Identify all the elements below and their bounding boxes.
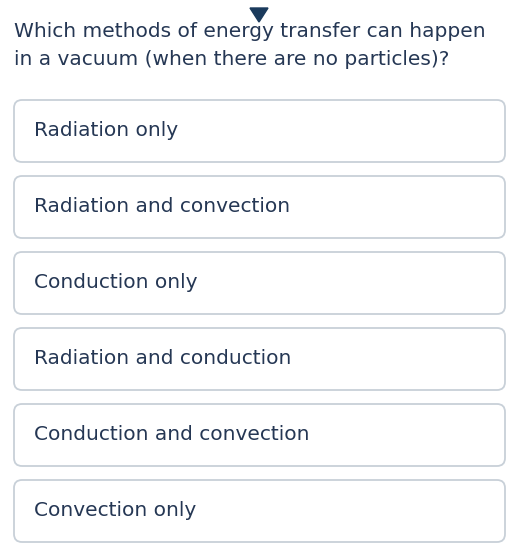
Text: Which methods of energy transfer can happen: Which methods of energy transfer can hap…	[14, 22, 486, 41]
FancyBboxPatch shape	[14, 480, 505, 542]
Text: Convection only: Convection only	[34, 502, 196, 521]
Text: in a vacuum (when there are no particles)?: in a vacuum (when there are no particles…	[14, 50, 449, 69]
FancyBboxPatch shape	[14, 100, 505, 162]
Polygon shape	[250, 8, 268, 22]
Text: Radiation only: Radiation only	[34, 122, 178, 141]
FancyBboxPatch shape	[14, 176, 505, 238]
FancyBboxPatch shape	[14, 252, 505, 314]
Text: Conduction and convection: Conduction and convection	[34, 426, 309, 445]
Text: Conduction only: Conduction only	[34, 274, 198, 293]
Text: Radiation and convection: Radiation and convection	[34, 198, 290, 217]
FancyBboxPatch shape	[14, 328, 505, 390]
FancyBboxPatch shape	[14, 404, 505, 466]
Text: Radiation and conduction: Radiation and conduction	[34, 350, 291, 369]
